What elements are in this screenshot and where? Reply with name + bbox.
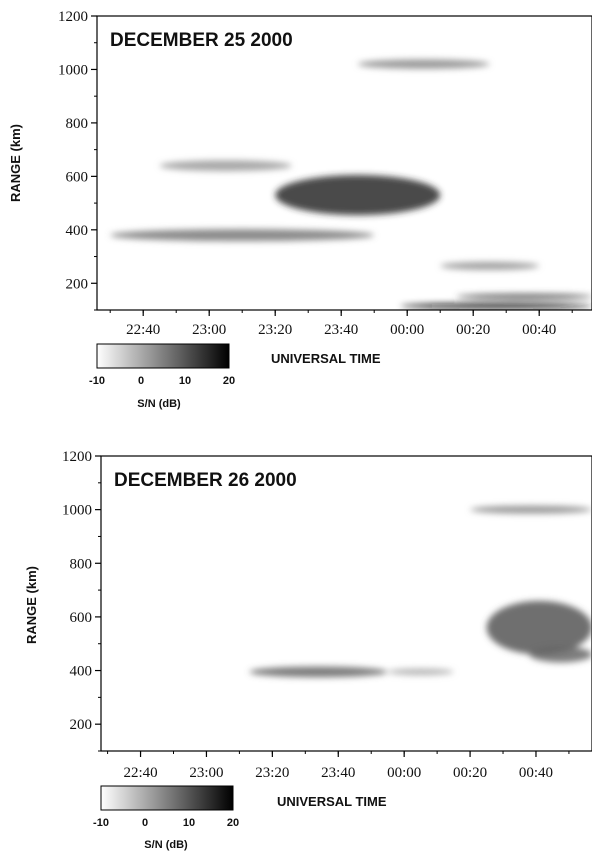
- y-axis-1: 200 400 600 800 1000 1200: [58, 9, 97, 311]
- x-tick-label: 23:00: [189, 765, 223, 781]
- radar-echo: [275, 175, 441, 216]
- colorbar-tick-label: 10: [183, 817, 195, 829]
- radar-echo: [456, 293, 592, 300]
- y-tick-label: 600: [66, 169, 89, 185]
- colorbar-label-2: S/N (dB): [144, 839, 188, 851]
- x-axis-label-2: UNIVERSAL TIME: [277, 794, 387, 809]
- x-axis-1: 22:40 23:00 23:20 23:40 00:00 00:20 00:40: [109, 310, 573, 338]
- x-tick-label: 22:40: [123, 765, 157, 781]
- y-axis-label-1: RANGE (km): [8, 124, 23, 202]
- colorbar-tick-label: -10: [93, 817, 109, 829]
- x-tick-label: 23:40: [321, 765, 355, 781]
- y-tick-label: 1200: [58, 9, 88, 25]
- x-tick-label: 00:40: [522, 322, 556, 338]
- radar-echo: [357, 59, 490, 69]
- radar-echo: [529, 646, 592, 663]
- colorbar-tick-label: -10: [89, 375, 105, 387]
- x-tick-label: 23:20: [255, 765, 289, 781]
- y-axis-2: 200 400 600 800 1000 1200: [62, 449, 101, 752]
- y-tick-label: 400: [70, 664, 93, 680]
- plot-area-2: [100, 455, 592, 752]
- y-tick-label: 1000: [58, 62, 88, 78]
- colorbar-2: -10 0 10 20 S/N (dB): [93, 785, 239, 851]
- radar-echo: [387, 668, 454, 676]
- radar-echo: [249, 666, 388, 678]
- y-tick-label: 600: [70, 610, 93, 626]
- y-tick-label: 800: [66, 116, 89, 132]
- y-tick-label: 800: [70, 556, 93, 572]
- y-axis-label-2: RANGE (km): [24, 566, 39, 644]
- x-axis-label-1: UNIVERSAL TIME: [271, 351, 381, 366]
- x-tick-label: 23:00: [192, 322, 226, 338]
- echo-layer-1: [110, 59, 592, 309]
- colorbar-gradient-2: [100, 785, 234, 811]
- y-tick-label: 200: [66, 276, 89, 292]
- y-tick-label: 200: [70, 717, 93, 733]
- radar-echo: [110, 229, 375, 242]
- x-tick-label: 00:20: [456, 322, 490, 338]
- y-tick-label: 400: [66, 223, 89, 239]
- radar-echo: [486, 600, 592, 655]
- colorbar-1: -10 0 10 20 S/N (dB): [89, 343, 235, 410]
- colorbar-tick-label: 0: [142, 817, 148, 829]
- colorbar-gradient-1: [96, 343, 230, 369]
- y-tick-label: 1000: [62, 503, 92, 519]
- x-axis-2: 22:40 23:00 23:20 23:40 00:00 00:20 00:40: [107, 751, 570, 781]
- colorbar-tick-label: 20: [227, 817, 239, 829]
- radar-echo: [159, 160, 292, 172]
- x-tick-label: 00:20: [453, 765, 487, 781]
- x-tick-label: 00:00: [387, 765, 421, 781]
- x-tick-label: 23:40: [324, 322, 358, 338]
- x-tick-label: 00:00: [390, 322, 424, 338]
- panel-title-2: DECEMBER 26 2000: [114, 470, 297, 491]
- y-tick-label: 1200: [62, 449, 92, 465]
- colorbar-tick-label: 0: [138, 375, 144, 387]
- x-tick-label: 00:40: [519, 765, 553, 781]
- radar-echo: [400, 302, 592, 309]
- panel-title-1: DECEMBER 25 2000: [110, 30, 293, 51]
- x-tick-label: 22:40: [126, 322, 160, 338]
- colorbar-label-1: S/N (dB): [137, 398, 181, 410]
- echo-layer-2: [249, 505, 592, 678]
- colorbar-tick-label: 20: [223, 375, 235, 387]
- radar-echo: [470, 505, 592, 514]
- colorbar-tick-label: 10: [179, 375, 191, 387]
- x-tick-label: 23:20: [258, 322, 292, 338]
- radar-echo: [440, 261, 540, 270]
